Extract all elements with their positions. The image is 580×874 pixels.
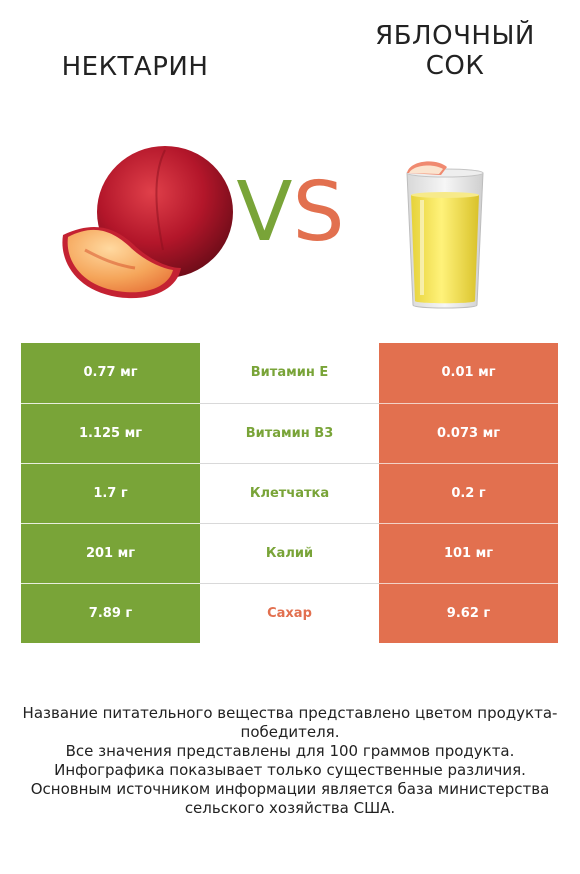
nectarine-image	[62, 146, 233, 299]
right-value: 0.073 мг	[379, 403, 558, 464]
nutrient-name: Сахар	[200, 583, 379, 643]
right-value: 101 мг	[379, 523, 558, 584]
right-value: 9.62 г	[379, 583, 558, 643]
left-value: 1.7 г	[21, 463, 200, 524]
left-value: 201 мг	[21, 523, 200, 584]
nutrient-name: Витамин B3	[200, 403, 379, 464]
footer-line: Основным источником информации является …	[30, 780, 550, 817]
table-row: 0.77 мг Витамин E 0.01 мг	[21, 343, 558, 404]
nutrient-name: Витамин E	[200, 343, 379, 404]
right-product-title-line2: СОК	[425, 51, 485, 81]
table-row: 1.125 мг Витамин B3 0.073 мг	[21, 403, 558, 464]
nutrient-name: Калий	[200, 523, 379, 584]
versus-label: VS	[228, 168, 353, 258]
right-product-title-line1: ЯБЛОЧНЫЙ	[375, 21, 535, 51]
table-row: 7.89 г Сахар 9.62 г	[21, 583, 558, 643]
table-row: 201 мг Калий 101 мг	[21, 523, 558, 584]
left-value: 0.77 мг	[21, 343, 200, 404]
versus-v: V	[236, 165, 293, 260]
footer-notes: Название питательного вещества представл…	[20, 704, 560, 818]
nutrient-name: Клетчатка	[200, 463, 379, 524]
footer-line: Название питательного вещества представл…	[22, 704, 558, 741]
versus-s: S	[292, 165, 345, 260]
table-row: 1.7 г Клетчатка 0.2 г	[21, 463, 558, 524]
apple-juice-glass-image	[406, 161, 484, 309]
right-value: 0.2 г	[379, 463, 558, 524]
right-product-title: ЯБЛОЧНЫЙ СОК	[350, 21, 560, 81]
right-value: 0.01 мг	[379, 343, 558, 404]
left-value: 7.89 г	[21, 583, 200, 643]
footer-line: Все значения представлены для 100 граммо…	[65, 742, 515, 760]
comparison-table: 0.77 мг Витамин E 0.01 мг 1.125 мг Витам…	[21, 343, 558, 643]
left-product-title: НЕКТАРИН	[61, 52, 209, 82]
footer-line: Инфографика показывает только существенн…	[54, 761, 526, 779]
left-value: 1.125 мг	[21, 403, 200, 464]
